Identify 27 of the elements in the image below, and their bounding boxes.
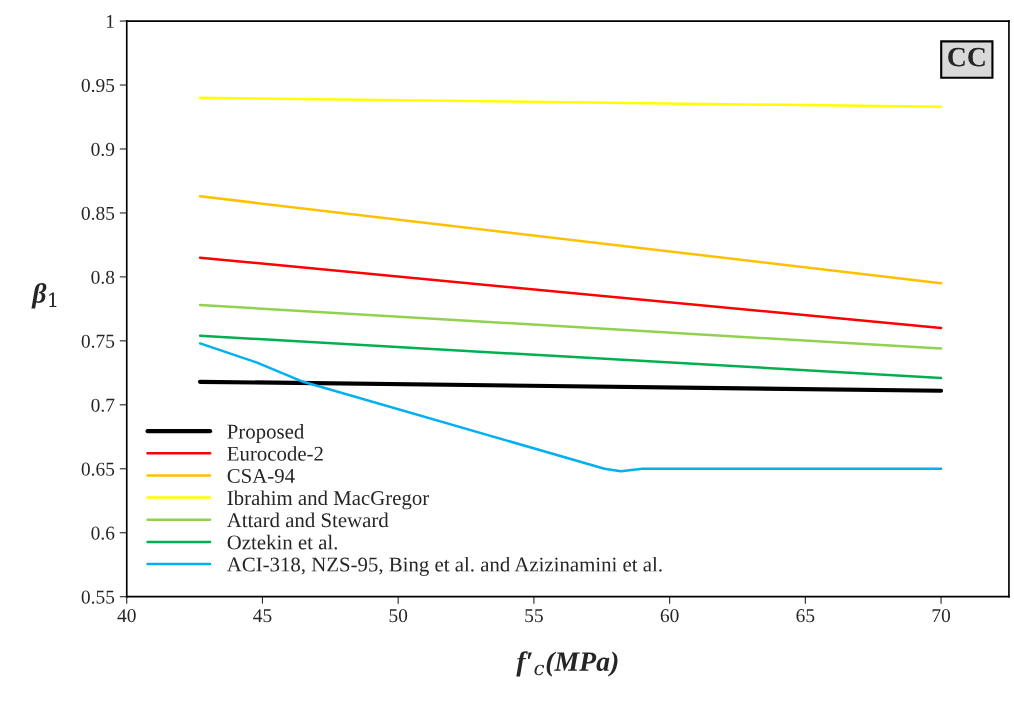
y-tick-label: 0.75	[81, 334, 115, 348]
x-tick-label: 45	[253, 609, 272, 623]
legend-label: Proposed	[227, 423, 305, 443]
y-tick-label: 0.85	[81, 206, 115, 220]
y-tick-label: 1	[106, 14, 114, 28]
y-tick-label: 0.65	[81, 462, 115, 476]
x-tick-label: 40	[117, 609, 136, 623]
x-tick-label: 70	[932, 609, 951, 623]
legend-label: ACI-318, NZS-95, Bing et al. and Azizinamini et al.	[226, 556, 662, 576]
legend-label: Ibrahim and MacGregor	[227, 490, 430, 510]
x-axis-title: f′$_{c}$(MPa)	[516, 651, 618, 677]
y-tick-label: 0.6	[91, 526, 115, 540]
x-tick-label: 50	[389, 609, 408, 623]
y-axis-title: β$_{1}$	[31, 283, 57, 309]
annotation: CC	[948, 47, 985, 67]
legend-label: Attard and Steward	[226, 512, 389, 528]
x-tick-label: 65	[796, 609, 815, 623]
legend-label: Oztekin et al.	[227, 534, 338, 550]
y-tick-label: 0.9	[91, 142, 115, 156]
y-tick-label: 0.7	[91, 398, 115, 412]
y-tick-label: 0.8	[91, 270, 115, 284]
y-tick-label: 0.95	[81, 78, 115, 93]
x-tick-label: 55	[525, 609, 543, 623]
legend-label: CSA-94	[227, 468, 295, 483]
legend-label: Eurocode-2	[227, 446, 323, 461]
y-tick-label: 0.55	[81, 590, 115, 604]
x-tick-label: 60	[660, 609, 679, 623]
